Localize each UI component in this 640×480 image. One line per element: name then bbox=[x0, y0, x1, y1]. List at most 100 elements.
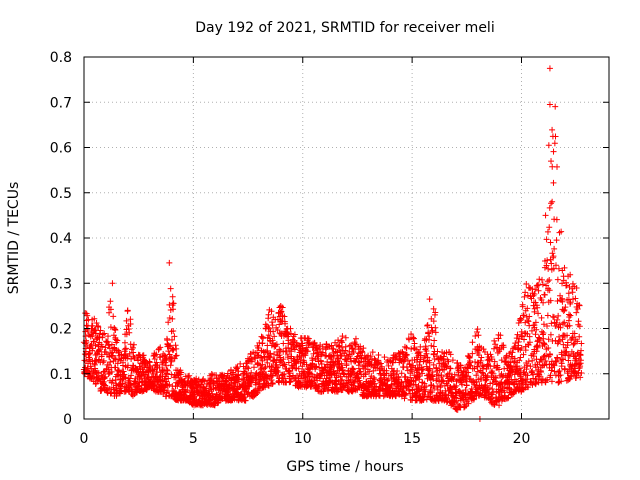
data-point bbox=[448, 402, 455, 409]
data-point bbox=[535, 310, 542, 317]
data-point bbox=[532, 299, 539, 306]
data-point bbox=[304, 337, 311, 344]
data-point bbox=[416, 349, 423, 356]
data-point bbox=[169, 347, 176, 354]
data-point bbox=[489, 386, 496, 393]
data-point bbox=[166, 259, 173, 266]
data-point bbox=[560, 308, 567, 315]
data-point bbox=[111, 355, 118, 362]
data-point bbox=[120, 359, 126, 366]
data-point bbox=[105, 333, 112, 340]
data-point bbox=[576, 302, 583, 309]
data-point bbox=[347, 355, 354, 362]
data-point bbox=[531, 291, 538, 298]
data-point bbox=[547, 372, 554, 379]
data-point bbox=[430, 305, 437, 312]
data-point bbox=[540, 321, 547, 328]
data-point bbox=[398, 370, 405, 377]
data-point bbox=[105, 370, 112, 377]
data-point bbox=[477, 357, 484, 364]
data-point bbox=[416, 373, 423, 380]
data-point bbox=[93, 320, 100, 327]
data-point bbox=[319, 349, 326, 356]
data-point bbox=[114, 367, 121, 374]
data-point bbox=[369, 379, 376, 386]
data-point bbox=[313, 363, 320, 370]
data-point bbox=[473, 372, 480, 379]
data-point bbox=[540, 329, 547, 336]
data-point bbox=[127, 381, 134, 388]
data-point bbox=[502, 396, 509, 403]
data-point bbox=[291, 346, 298, 353]
data-point bbox=[550, 265, 557, 272]
data-point bbox=[535, 334, 542, 341]
data-point bbox=[89, 345, 96, 352]
data-point bbox=[517, 315, 524, 322]
data-point bbox=[544, 278, 551, 285]
data-point bbox=[265, 353, 272, 360]
data-point bbox=[252, 381, 259, 388]
data-point bbox=[96, 356, 103, 363]
x-tick-label: 20 bbox=[513, 431, 531, 447]
data-point bbox=[561, 264, 568, 271]
data-point bbox=[536, 276, 543, 283]
data-point bbox=[540, 353, 547, 360]
data-point bbox=[449, 357, 456, 364]
data-point bbox=[547, 351, 554, 358]
data-point bbox=[110, 313, 117, 320]
data-point bbox=[529, 367, 536, 374]
data-point bbox=[553, 237, 560, 244]
data-point bbox=[100, 369, 107, 376]
data-point bbox=[426, 296, 433, 303]
y-tick-label: 0 bbox=[63, 412, 72, 428]
data-point bbox=[443, 363, 450, 370]
data-point bbox=[559, 320, 566, 327]
data-point bbox=[473, 329, 480, 336]
data-point bbox=[449, 374, 456, 381]
data-point bbox=[273, 356, 280, 363]
data-point bbox=[517, 354, 524, 361]
data-point bbox=[97, 327, 104, 334]
data-point bbox=[166, 314, 173, 321]
data-point bbox=[550, 253, 557, 260]
data-point bbox=[368, 356, 375, 363]
data-point bbox=[169, 293, 176, 300]
data-point bbox=[264, 347, 271, 354]
data-point bbox=[574, 305, 581, 312]
data-point bbox=[350, 365, 357, 372]
data-point bbox=[541, 340, 548, 347]
data-series-srmtid bbox=[80, 65, 585, 422]
data-point bbox=[549, 250, 556, 257]
data-point bbox=[426, 359, 433, 366]
data-point bbox=[278, 308, 285, 315]
data-point bbox=[122, 380, 129, 387]
data-point bbox=[165, 319, 172, 326]
data-point bbox=[518, 332, 525, 339]
data-point bbox=[224, 370, 231, 377]
data-point bbox=[535, 287, 542, 294]
data-point bbox=[107, 324, 114, 331]
data-point bbox=[337, 373, 344, 380]
data-point bbox=[532, 331, 539, 338]
data-point bbox=[553, 216, 560, 223]
data-point bbox=[274, 364, 281, 371]
data-point bbox=[469, 339, 476, 346]
data-point bbox=[420, 397, 427, 404]
data-point bbox=[339, 339, 346, 346]
data-point bbox=[465, 400, 472, 407]
data-point bbox=[480, 346, 487, 353]
data-point bbox=[282, 320, 289, 327]
data-point bbox=[151, 352, 158, 359]
data-point bbox=[167, 285, 174, 292]
data-point bbox=[248, 356, 255, 363]
data-point bbox=[173, 345, 180, 352]
data-point bbox=[518, 316, 525, 323]
data-point bbox=[560, 356, 567, 363]
data-point bbox=[277, 347, 284, 354]
data-point bbox=[108, 368, 115, 375]
data-point bbox=[525, 358, 532, 365]
data-point bbox=[342, 334, 349, 341]
data-point bbox=[354, 353, 361, 360]
data-point bbox=[467, 362, 474, 369]
